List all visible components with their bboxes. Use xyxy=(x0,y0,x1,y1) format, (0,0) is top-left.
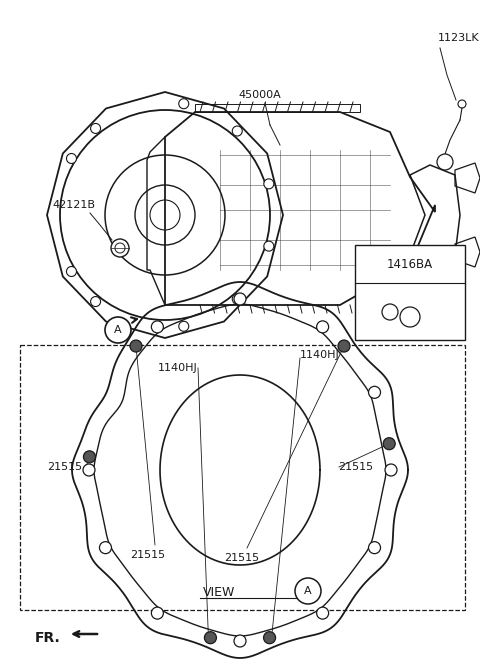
Circle shape xyxy=(151,607,163,619)
Circle shape xyxy=(111,239,129,257)
Circle shape xyxy=(338,340,350,352)
Text: 21515: 21515 xyxy=(338,462,373,472)
Circle shape xyxy=(232,294,242,304)
Circle shape xyxy=(115,243,125,253)
Text: 45000A: 45000A xyxy=(239,90,281,100)
Circle shape xyxy=(105,317,131,343)
Circle shape xyxy=(234,293,246,305)
Bar xyxy=(195,104,360,112)
Text: 1416BA: 1416BA xyxy=(387,257,433,271)
Circle shape xyxy=(66,153,76,163)
Circle shape xyxy=(91,123,101,133)
Text: A: A xyxy=(114,325,122,335)
Text: VIEW: VIEW xyxy=(203,586,235,598)
Text: A: A xyxy=(304,586,312,596)
Circle shape xyxy=(437,154,453,170)
Circle shape xyxy=(264,241,274,251)
Circle shape xyxy=(317,321,329,333)
Circle shape xyxy=(232,126,242,136)
Circle shape xyxy=(264,632,276,644)
Bar xyxy=(355,245,465,340)
Circle shape xyxy=(264,179,274,189)
Bar xyxy=(20,345,465,610)
Circle shape xyxy=(385,464,397,476)
Circle shape xyxy=(151,321,163,333)
Circle shape xyxy=(179,98,189,109)
Text: 21515: 21515 xyxy=(225,553,260,563)
Circle shape xyxy=(234,635,246,647)
Circle shape xyxy=(91,297,101,307)
Text: 1123LK: 1123LK xyxy=(438,33,480,43)
Circle shape xyxy=(369,541,381,553)
Circle shape xyxy=(369,387,381,399)
Circle shape xyxy=(295,578,321,604)
Text: 21515: 21515 xyxy=(47,462,82,472)
Circle shape xyxy=(84,451,96,463)
Circle shape xyxy=(83,464,95,476)
Text: 42121B: 42121B xyxy=(52,200,95,210)
Circle shape xyxy=(204,632,216,644)
Text: 1140HJ: 1140HJ xyxy=(300,350,340,360)
Circle shape xyxy=(383,438,395,450)
Text: FR.: FR. xyxy=(35,631,61,645)
Circle shape xyxy=(179,322,189,331)
Circle shape xyxy=(66,267,76,277)
Text: 21515: 21515 xyxy=(131,550,166,560)
Text: 1140HJ: 1140HJ xyxy=(158,363,198,373)
Circle shape xyxy=(130,340,142,352)
Circle shape xyxy=(99,541,111,553)
Circle shape xyxy=(317,607,329,619)
